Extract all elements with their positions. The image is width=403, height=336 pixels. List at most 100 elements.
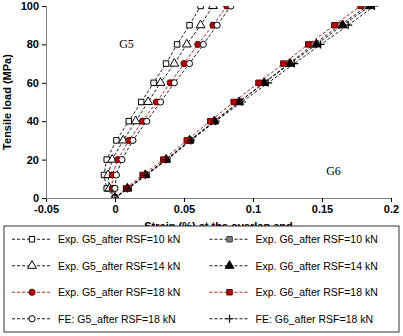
marker [344,21,352,29]
legend-marker [29,316,35,322]
y-tick: 80 [27,38,46,50]
x-tick-mark [391,198,392,202]
marker-group [112,185,118,191]
x-tick-label: 0.1 [246,203,261,215]
legend-marker [29,289,35,295]
marker-group [209,6,218,9]
marker [123,184,131,192]
marker [198,6,203,9]
marker-group [214,22,220,28]
y-tick-label: 100 [21,0,39,12]
marker-group [138,99,143,104]
legend-label: Exp. G6_after RSF=10 kN [256,233,378,245]
x-tick: 0.1 [246,198,261,215]
legend-label: FE: G6_after RSF=18 kN [256,313,374,325]
x-tick-label: 0 [112,203,118,215]
marker [111,194,119,198]
marker-group [171,80,177,86]
x-tick: 0.2 [384,198,399,215]
marker [174,42,179,47]
marker-group [163,61,168,66]
marker [286,58,295,66]
series [111,6,378,198]
marker-group [114,138,119,143]
x-tick-mark [115,198,116,202]
legend-entry: Exp. G6_after RSF=18 kN [210,286,378,298]
marker [228,6,234,9]
marker-group [264,79,272,87]
marker-group [344,21,352,29]
marker-group [358,6,363,9]
y-axis-line [42,7,47,199]
legend-marker [227,237,232,242]
annotation: G5 [119,37,134,51]
legend-marker [226,315,234,323]
series-line [115,6,374,198]
marker-group [170,58,179,66]
x-tick-label: -0.05 [34,203,59,215]
marker [281,61,286,66]
marker [163,61,168,66]
legend-marker [28,261,37,269]
y-tick-mark [42,121,46,122]
y-tick-mark [42,160,46,161]
marker [182,39,191,47]
series-line [112,6,227,198]
x-tick: 0 [112,198,118,215]
x-tick-mark [184,198,185,202]
legend-entry: Exp. G5_after RSF=10 kN [12,233,180,245]
marker [231,99,236,104]
marker [370,6,378,10]
marker-group [228,6,234,9]
marker [171,80,177,86]
marker-group [123,184,131,192]
y-tick-label: 60 [27,77,39,89]
y-axis: 020406080100 [21,0,47,204]
marker-group [332,22,337,27]
marker-group [130,137,136,143]
marker [119,157,125,163]
marker [144,118,150,124]
marker-group [144,97,153,105]
marker-group [186,61,192,67]
x-tick: 0.15 [312,198,333,215]
marker-group [256,80,261,85]
y-tick: 20 [27,154,46,166]
marker [162,156,170,164]
series [112,6,370,198]
marker [170,58,179,66]
legend-frame [4,226,399,332]
marker-group [281,61,286,66]
x-tick-label: 0.15 [312,203,333,215]
marker [196,20,205,28]
marker-group [231,99,236,104]
series-line [108,6,213,198]
marker-group [131,116,140,124]
legend-marker-group [225,261,234,269]
marker [264,79,272,87]
marker [238,98,246,106]
series [104,6,218,198]
y-axis-title: Tensile load (MPa) [1,54,13,150]
y-tick-label: 0 [33,192,39,204]
series-line [115,6,361,198]
marker-group [187,136,195,144]
annotation: G6 [326,164,341,178]
legend-label: Exp. G6_after RSF=18 kN [256,286,378,298]
legend-label: Exp. G5_after RSF=14 kN [58,260,180,272]
marker [112,185,118,191]
data-area [101,6,378,198]
marker [138,99,143,104]
marker [212,117,220,125]
legend-marker [225,261,234,269]
marker [141,171,149,179]
marker [214,22,220,28]
series-line [115,6,231,198]
marker-group [126,118,131,123]
marker [114,138,119,143]
legend: Exp. G5_after RSF=10 kN Exp. G6_after RSF… [4,226,399,332]
y-tick-label: 20 [27,154,39,166]
marker [317,40,325,48]
marker-group [212,117,220,125]
marker [151,80,156,85]
